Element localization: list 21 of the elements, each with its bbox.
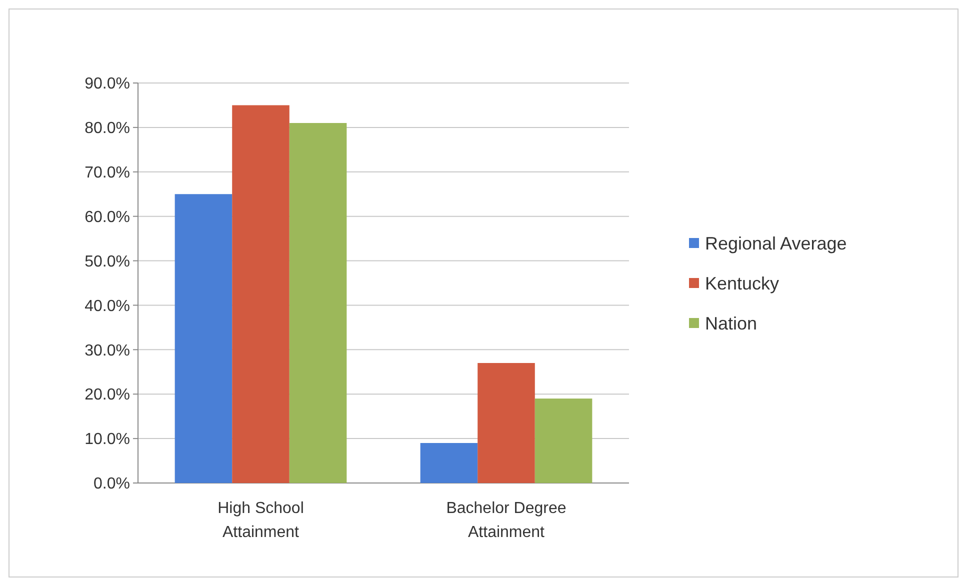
bar: [232, 105, 290, 483]
x-tick-label: Bachelor Degree Attainment: [446, 500, 566, 541]
legend-label: Regional Average: [705, 233, 847, 254]
bar: [174, 194, 232, 483]
y-tick-label: 60.0%: [84, 208, 130, 226]
x-tick-label: High School Attainment: [218, 500, 304, 541]
bar: [534, 398, 592, 483]
legend-label: Nation: [705, 313, 758, 334]
y-tick-label: 0.0%: [94, 476, 130, 493]
bar: [478, 363, 535, 483]
legend-label: Kentucky: [705, 273, 780, 294]
y-tick-label: 40.0%: [84, 298, 130, 315]
y-tick-label: 30.0%: [84, 342, 130, 360]
y-tick-label: 90.0%: [84, 76, 130, 93]
y-tick-label: 50.0%: [84, 253, 130, 270]
bar: [289, 123, 347, 483]
y-tick-label: 10.0%: [84, 431, 130, 448]
y-tick-label: 70.0%: [84, 164, 130, 182]
y-tick-label: 20.0%: [84, 386, 130, 404]
bar: [420, 443, 478, 483]
y-tick-label: 80.0%: [84, 120, 130, 138]
